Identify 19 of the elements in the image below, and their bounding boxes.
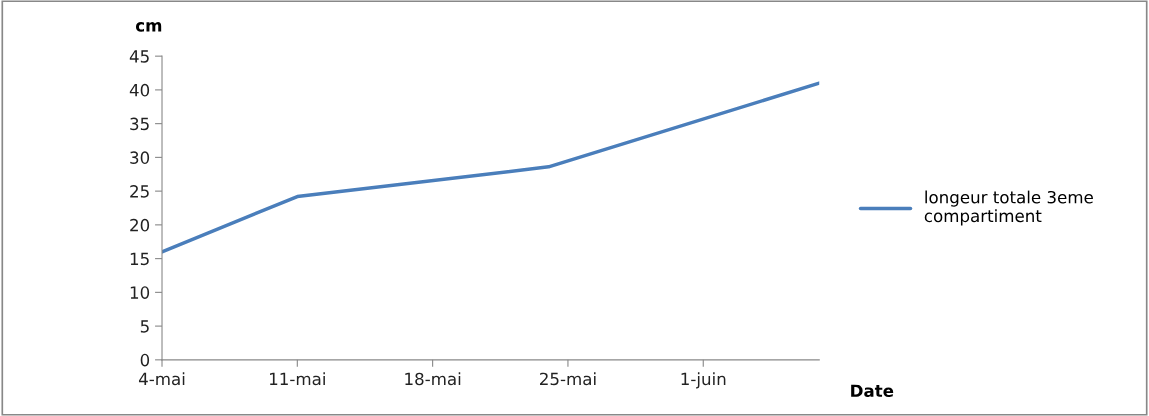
y-tick-label: 30	[130, 151, 150, 164]
legend-label: longeur totale 3eme compartiment	[924, 190, 1093, 226]
y-axis-title: cm	[135, 22, 162, 32]
y-tick-label: 0	[140, 353, 150, 367]
y-tick-label: 5	[140, 320, 149, 333]
y-tick-label: 35	[130, 117, 149, 131]
y-tick-label: 10	[130, 286, 150, 299]
x-tick-label: 25-mai	[540, 372, 596, 386]
x-tick-label: 11-mai	[270, 372, 325, 386]
y-tick-label: 25	[130, 185, 149, 198]
y-tick-label: 45	[129, 50, 149, 63]
line-series	[162, 81, 820, 254]
y-tick-label: 40	[129, 83, 150, 97]
x-tick-label: 18-mai	[405, 372, 461, 386]
y-tick-label: 15	[130, 252, 149, 266]
x-axis-title: Date	[851, 384, 894, 398]
x-tick-label: 4-mai	[138, 372, 185, 386]
x-tick-label: 1-juin	[681, 372, 726, 389]
y-tick-label: 20	[130, 218, 150, 232]
